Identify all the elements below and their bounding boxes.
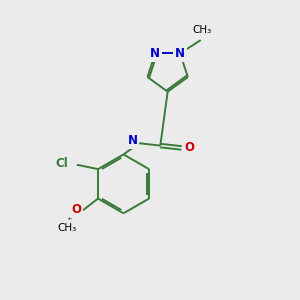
Text: N: N [128, 134, 138, 147]
Text: O: O [72, 203, 82, 216]
Text: N: N [175, 47, 185, 60]
Text: H: H [125, 136, 133, 146]
Text: Cl: Cl [56, 157, 69, 170]
Text: N: N [150, 47, 160, 60]
Text: O: O [185, 141, 195, 154]
Text: CH₃: CH₃ [193, 25, 212, 35]
Text: CH₃: CH₃ [58, 223, 77, 233]
